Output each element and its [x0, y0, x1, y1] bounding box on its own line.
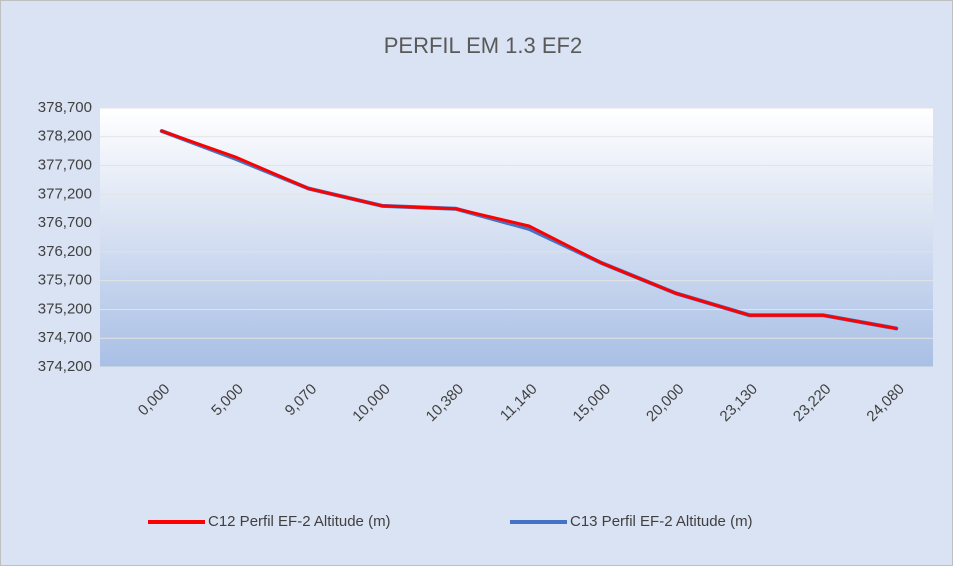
y-tick-label: 377,200: [38, 185, 92, 202]
legend-label: C12 Perfil EF-2 Altitude (m): [208, 513, 391, 530]
chart-title: PERFIL EM 1.3 EF2: [384, 33, 582, 58]
y-tick-label: 374,700: [38, 329, 92, 346]
y-tick-label: 376,200: [38, 243, 92, 260]
y-tick-label: 375,200: [38, 300, 92, 317]
y-tick-label: 377,700: [38, 157, 92, 174]
y-tick-label: 378,700: [38, 99, 92, 116]
series-line: [160, 129, 898, 330]
y-tick-label: 378,200: [38, 128, 92, 145]
y-tick-label: 376,700: [38, 214, 92, 231]
legend-label: C13 Perfil EF-2 Altitude (m): [570, 513, 753, 530]
plot-area: [100, 108, 933, 367]
y-tick-label: 374,200: [38, 358, 92, 375]
y-tick-label: 375,700: [38, 272, 92, 289]
